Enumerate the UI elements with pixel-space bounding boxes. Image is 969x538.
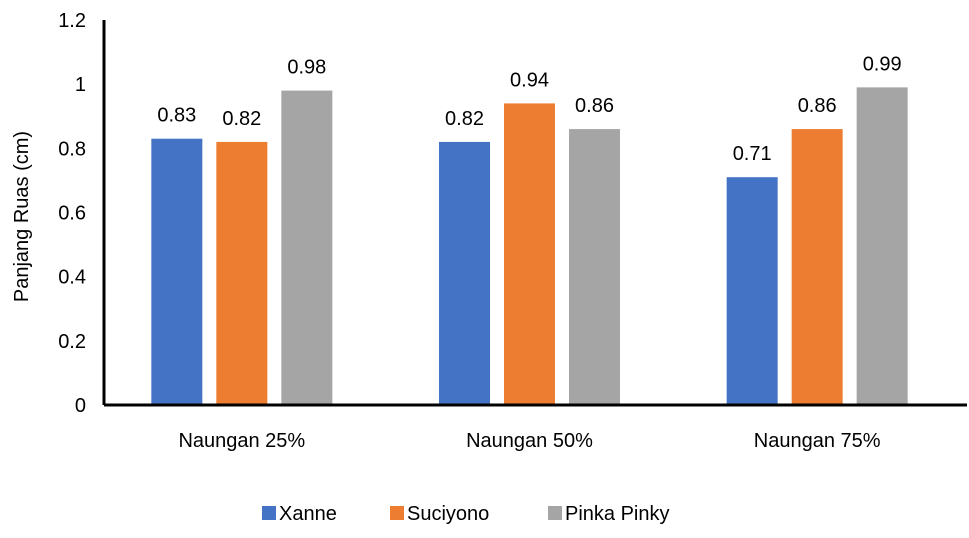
x-category-label: Naungan 25%: [178, 430, 305, 452]
bar-pinka-pinky: [856, 87, 908, 405]
data-label: 0.98: [287, 57, 326, 79]
data-label: 0.83: [157, 105, 196, 127]
y-tick-label: 0.8: [58, 138, 86, 160]
y-tick-label: 0.2: [58, 331, 86, 353]
bar-pinka-pinky: [569, 129, 620, 406]
y-axis-title: Panjang Ruas (cm): [11, 131, 33, 302]
bar-suciyono: [791, 129, 843, 406]
y-tick-label: 0.6: [58, 203, 86, 225]
x-axis-category-labels: Naungan 25% Naungan 50% Naungan 75%: [178, 430, 880, 452]
data-label: 0.82: [445, 108, 484, 130]
y-tick-label: 1: [75, 74, 86, 96]
x-category-label: Naungan 75%: [754, 430, 881, 452]
legend-label: Suciyono: [407, 503, 489, 525]
legend: Xanne Suciyono Pinka Pinky: [262, 503, 670, 525]
x-category-label: Naungan 50%: [466, 430, 593, 452]
y-axis-ticks: 0 0.2 0.4 0.6 0.8 1 1.2: [58, 10, 86, 417]
data-label: 0.99: [863, 53, 902, 75]
bar-xanne: [726, 177, 778, 405]
axes: [102, 20, 967, 407]
bar-suciyono: [504, 103, 555, 406]
y-tick-label: 1.2: [58, 10, 86, 32]
bar-xanne: [151, 138, 203, 406]
legend-swatch-pinka-pinky: [548, 506, 562, 520]
y-tick-label: 0: [75, 395, 86, 417]
legend-swatch-suciyono: [390, 506, 404, 520]
data-label: 0.71: [733, 143, 772, 165]
data-label: 0.82: [222, 108, 261, 130]
bar-pinka-pinky: [281, 90, 333, 405]
bar-xanne: [439, 141, 490, 405]
data-label: 0.86: [798, 95, 837, 117]
bar-series-group: 0.83 0.82 0.98 0.82 0.94 0.86 0.71 0.86 0.99: [151, 53, 908, 406]
legend-swatch-xanne: [262, 506, 276, 520]
bar-suciyono: [216, 141, 268, 405]
data-label: 0.94: [510, 69, 549, 91]
legend-label: Xanne: [279, 503, 337, 525]
legend-label: Pinka Pinky: [565, 503, 670, 525]
data-label: 0.86: [575, 95, 614, 117]
y-tick-label: 0.4: [58, 267, 86, 289]
